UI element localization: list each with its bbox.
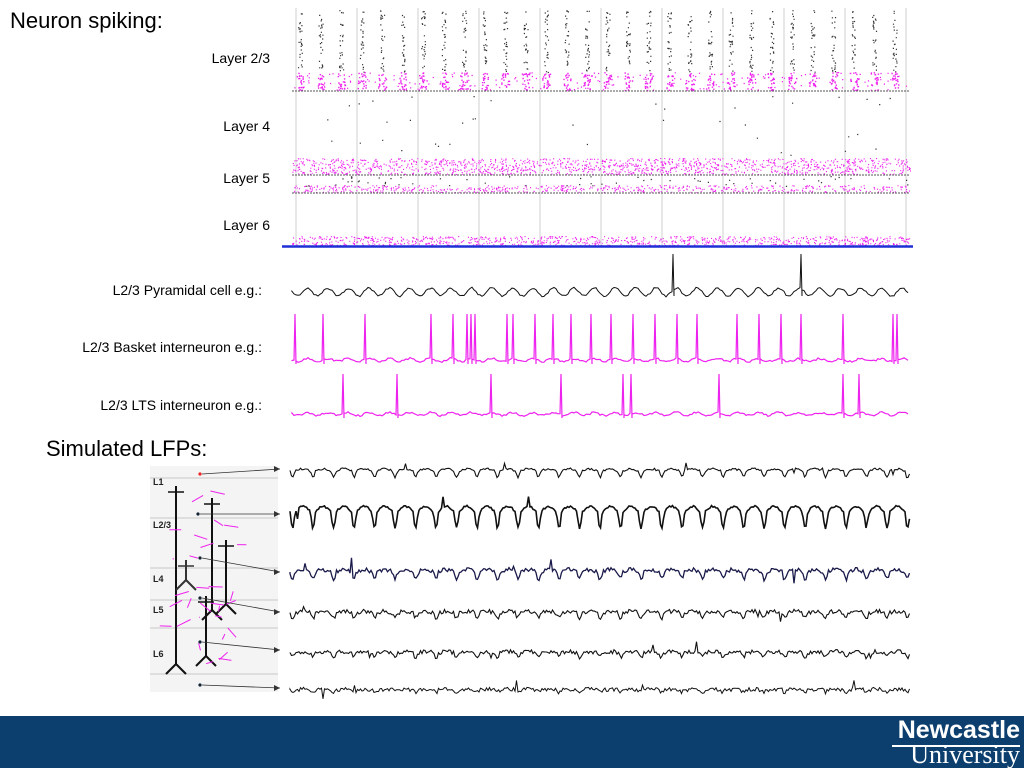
electrode-arrowhead xyxy=(274,685,280,691)
layer-6-spikes xyxy=(292,236,911,247)
cortical-column-schematic: L1 L2/3 L4 L5 L6 xyxy=(150,466,281,692)
l6-small-neuron-dendrite-left xyxy=(195,655,207,667)
layer-4-label: Layer 4 xyxy=(223,118,270,134)
university-logo-line2: University xyxy=(910,740,1020,769)
l6-pyramidal-neuron-dendrite-left xyxy=(165,663,177,675)
electrode-point xyxy=(198,683,202,687)
electrode-arrow xyxy=(201,557,281,573)
cell-traces xyxy=(291,253,909,419)
figure-canvas: L1 L2/3 L4 L5 L6 xyxy=(150,8,913,699)
electrode-arrow xyxy=(201,468,281,475)
lfp-trace xyxy=(289,641,911,661)
spike-raster xyxy=(282,8,913,248)
schematic-background xyxy=(150,466,278,692)
electrode-arrowhead xyxy=(274,466,280,472)
electrode-point xyxy=(198,596,202,600)
lfp-trace xyxy=(289,680,910,699)
basket-interneuron-label: L2/3 Basket interneuron e.g.: xyxy=(82,339,262,355)
l4-pyramidal-neuron-dendrite-right xyxy=(225,603,237,615)
layer-2-3-label: Layer 2/3 xyxy=(211,50,270,66)
l4-stellate-neuron-dendrite-left xyxy=(175,579,187,591)
electrode-arrowhead xyxy=(274,609,280,615)
schematic-label-l5: L5 xyxy=(153,605,164,615)
lfp-trace xyxy=(289,496,911,532)
neuron-spiking-title: Neuron spiking: xyxy=(10,8,163,33)
electrode-arrowhead xyxy=(274,647,280,653)
electrode-arrow xyxy=(201,597,281,613)
layer-5-spikes xyxy=(292,158,911,194)
electrode-arrow xyxy=(201,684,281,689)
l6-small-neuron-dendrite-right xyxy=(205,655,217,667)
schematic-label-l1: L1 xyxy=(153,477,164,487)
lts-interneuron-trace xyxy=(291,373,909,419)
electrode-point xyxy=(198,472,202,476)
layer-2-3-interneuron-spikes xyxy=(294,72,908,92)
university-logo-line1: Newcastle xyxy=(897,716,1020,744)
simulated-lfps-title: Simulated LFPs: xyxy=(46,436,208,461)
electrode-arrowhead xyxy=(274,511,280,517)
schematic-label-l23: L2/3 xyxy=(153,520,171,530)
pyramidal-cell-trace xyxy=(291,253,909,298)
logo-divider xyxy=(892,745,1020,747)
lfp-trace xyxy=(289,557,911,584)
layer-2-3-pyramidal-spikes xyxy=(298,10,898,74)
layer-5-pyramidal-spikes xyxy=(306,176,909,187)
l4-stellate-neuron-dendrite-right xyxy=(185,579,197,591)
footer-bar xyxy=(0,716,1024,768)
layer-4-spikes xyxy=(327,96,891,156)
lfp-trace xyxy=(289,605,911,622)
electrode-arrow xyxy=(201,641,281,651)
l4-pyramidal-neuron-dendrite-left xyxy=(215,603,227,615)
schematic-label-l4: L4 xyxy=(153,574,164,584)
electrode-point xyxy=(198,640,202,644)
electrode-point xyxy=(196,512,200,516)
l5-pyramidal-neuron-dendrite-right xyxy=(211,609,223,621)
electrode-arrowhead xyxy=(274,569,280,575)
electrode-point xyxy=(198,556,202,560)
lfp-traces xyxy=(289,461,911,699)
layer-6-label: Layer 6 xyxy=(223,217,270,233)
interneuron-fibres xyxy=(159,490,247,665)
lfp-trace xyxy=(289,461,911,480)
layer-5-label: Layer 5 xyxy=(223,170,270,186)
l6-pyramidal-neuron-dendrite-right xyxy=(175,663,187,675)
pyramidal-cell-label: L2/3 Pyramidal cell e.g.: xyxy=(112,282,262,298)
basket-interneuron-trace xyxy=(291,313,909,365)
lts-interneuron-label: L2/3 LTS interneuron e.g.: xyxy=(100,397,262,413)
schematic-label-l6: L6 xyxy=(153,649,164,659)
